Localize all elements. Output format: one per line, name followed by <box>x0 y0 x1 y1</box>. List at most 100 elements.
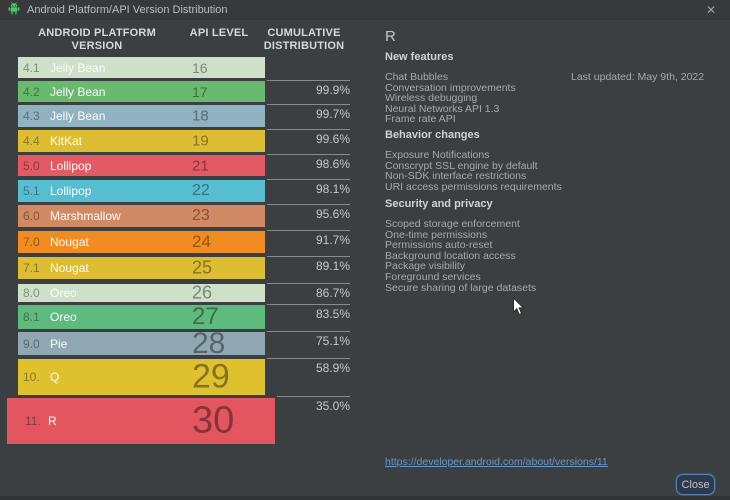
section-new-features: New features Chat Bubbles Conversation i… <box>385 51 715 125</box>
cumulative-cell: 99.6% <box>267 129 350 146</box>
version-name: Jelly Bean <box>50 109 106 123</box>
cumulative-cell: 89.1% <box>267 256 350 273</box>
version-name: Jelly Bean <box>50 60 106 75</box>
feature-item: Conversation improvements <box>385 81 516 94</box>
version-name: Nougat <box>50 261 89 275</box>
close-button[interactable]: Close <box>676 474 715 495</box>
version-row-28[interactable]: 9.0 Pie 28 <box>18 327 265 360</box>
header-android-platform-version: ANDROID PLATFORM VERSION <box>38 27 156 52</box>
version-name: Jelly Bean <box>50 84 106 99</box>
version-name: Marshmallow <box>50 209 121 223</box>
feature-item: Frame rate API <box>385 113 456 126</box>
version-name: Oreo <box>50 286 77 300</box>
feature-item: Chat Bubbles <box>385 71 449 83</box>
version-number: 7.0 <box>23 235 40 249</box>
cumulative-cell: 98.6% <box>267 154 350 171</box>
version-row-16[interactable]: 4.1 Jelly Bean 16 <box>18 57 265 78</box>
section-heading: New features <box>385 51 454 63</box>
cumulative-cell: 99.7% <box>267 104 350 121</box>
cumulative-cell: 75.1% <box>267 331 350 348</box>
api-level: 23 <box>192 207 210 224</box>
cumulative-cell: 58.9% <box>267 358 350 375</box>
version-number: 6.0 <box>23 209 40 223</box>
developer-versions-link[interactable]: https://developer.android.com/about/vers… <box>385 456 608 468</box>
version-number: 4.2 <box>23 84 40 99</box>
version-row-18[interactable]: 4.3 Jelly Bean 18 <box>18 105 265 127</box>
api-level: 30 <box>192 399 235 442</box>
api-level: 27 <box>192 303 219 330</box>
version-number: 5.1 <box>23 184 40 198</box>
feature-item: Conscrypt SSL engine by default <box>385 159 538 172</box>
cumulative-cell: 86.7% <box>267 283 350 300</box>
last-updated-label: Last updated: May 9th, 2022 <box>571 71 705 83</box>
api-level: 29 <box>192 357 230 396</box>
window-title: Android Platform/API Version Distributio… <box>27 3 228 16</box>
version-row-30-selected[interactable]: 11. R 30 <box>7 398 275 444</box>
api-level: 28 <box>192 326 226 360</box>
close-icon[interactable]: ✕ <box>705 2 716 17</box>
cumulative-cell: 99.9% <box>267 80 350 97</box>
feature-item: URI access permissions requirements <box>385 180 562 193</box>
cumulative-cell: 83.5% <box>267 304 350 321</box>
detail-version-title: R <box>385 28 396 45</box>
version-number: 5.0 <box>23 158 40 173</box>
header-api-level: API LEVEL <box>189 27 249 39</box>
cumulative-cell: 35.0% <box>277 396 350 413</box>
feature-item: One-time permissions <box>385 228 488 241</box>
version-number: 7.1 <box>23 261 40 275</box>
feature-item: Scoped storage enforcement <box>385 218 520 230</box>
version-row-27[interactable]: 8.1 Oreo 27 <box>18 303 265 330</box>
api-level: 17 <box>192 83 208 100</box>
feature-item: Non-SDK interface restrictions <box>385 170 527 183</box>
version-name: R <box>48 414 57 428</box>
version-row-25[interactable]: 7.1 Nougat 25 <box>18 257 265 279</box>
version-row-22[interactable]: 5.1 Lollipop 22 <box>18 180 265 202</box>
version-row-21[interactable]: 5.0 Lollipop 21 <box>18 155 265 176</box>
version-name: Lollipop <box>50 158 92 173</box>
api-level: 26 <box>192 282 213 303</box>
feature-item: Permissions auto-reset <box>385 239 493 252</box>
version-name: Lollipop <box>50 184 92 198</box>
api-level: 21 <box>192 157 209 174</box>
api-level: 24 <box>192 232 211 251</box>
version-row-26[interactable]: 8.0 Oreo 26 <box>18 282 265 303</box>
section-behavior-changes: Behavior changes Exposure Notifications … <box>385 129 715 192</box>
version-number: 10. <box>23 370 40 384</box>
version-number: 8.1 <box>23 310 40 324</box>
feature-item: Wireless debugging <box>385 92 478 105</box>
version-number: 9.0 <box>23 336 40 351</box>
cumulative-cell: 98.1% <box>267 179 350 196</box>
section-heading: Security and privacy <box>385 198 493 210</box>
api-level: 19 <box>192 132 209 150</box>
feature-item: Package visibility <box>385 260 465 273</box>
api-level: 16 <box>192 59 208 76</box>
version-row-24[interactable]: 7.0 Nougat 24 <box>18 231 265 253</box>
version-row-17[interactable]: 4.2 Jelly Bean 17 <box>18 81 265 102</box>
titlebar: Android Platform/API Version Distributio… <box>0 0 730 20</box>
version-name: Oreo <box>50 310 77 324</box>
version-row-23[interactable]: 6.0 Marshmallow 23 <box>18 205 265 227</box>
section-security-privacy: Security and privacy Scoped storage enfo… <box>385 198 715 293</box>
api-level: 18 <box>192 107 209 125</box>
section-heading: Behavior changes <box>385 129 480 141</box>
version-name: Q <box>50 370 60 384</box>
version-number: 11. <box>25 414 41 428</box>
version-number: 8.0 <box>23 286 40 300</box>
version-number: 4.3 <box>23 109 40 123</box>
version-number: 4.4 <box>23 134 40 148</box>
version-number: 4.1 <box>23 60 40 75</box>
header-cumulative-distribution: CUMULATIVE DISTRIBUTION <box>263 27 345 52</box>
version-row-19[interactable]: 4.4 KitKat 19 <box>18 130 265 152</box>
feature-item: Exposure Notifications <box>385 149 490 161</box>
version-row-29[interactable]: 10. Q 29 <box>18 357 265 396</box>
cumulative-cell: 95.6% <box>267 204 350 221</box>
api-level: 25 <box>192 257 213 278</box>
mouse-cursor <box>512 296 526 322</box>
api-level: 22 <box>192 182 210 199</box>
version-name: Nougat <box>50 235 89 249</box>
version-name: KitKat <box>50 134 83 148</box>
version-name: Pie <box>50 336 68 351</box>
android-icon <box>7 1 21 18</box>
feature-item: Foreground services <box>385 270 481 283</box>
